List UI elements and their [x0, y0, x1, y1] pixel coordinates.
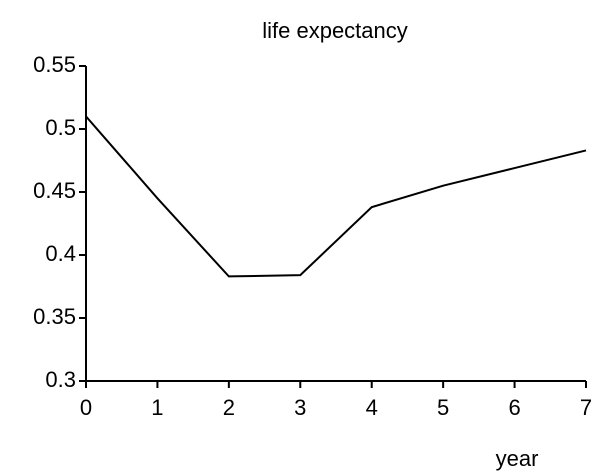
- x-tick-label: 4: [366, 395, 378, 420]
- chart-title: life expectancy: [262, 18, 408, 43]
- y-tick-label: 0.55: [33, 52, 76, 77]
- x-tick-label: 7: [580, 395, 592, 420]
- data-line: [85, 115, 587, 278]
- x-tick-label: 1: [151, 395, 163, 420]
- x-tick-label: 0: [80, 395, 92, 420]
- y-tick-label: 0.5: [45, 115, 76, 140]
- x-tick-label: 2: [223, 395, 235, 420]
- y-tick-label: 0.3: [45, 367, 76, 392]
- y-tick-label: 0.35: [33, 304, 76, 329]
- x-tick-label: 3: [294, 395, 306, 420]
- x-tick-label: 6: [508, 395, 520, 420]
- x-tick-label: 5: [437, 395, 449, 420]
- y-tick-label: 0.45: [33, 178, 76, 203]
- x-axis-label: year: [496, 446, 539, 471]
- y-tick-label: 0.4: [45, 241, 76, 266]
